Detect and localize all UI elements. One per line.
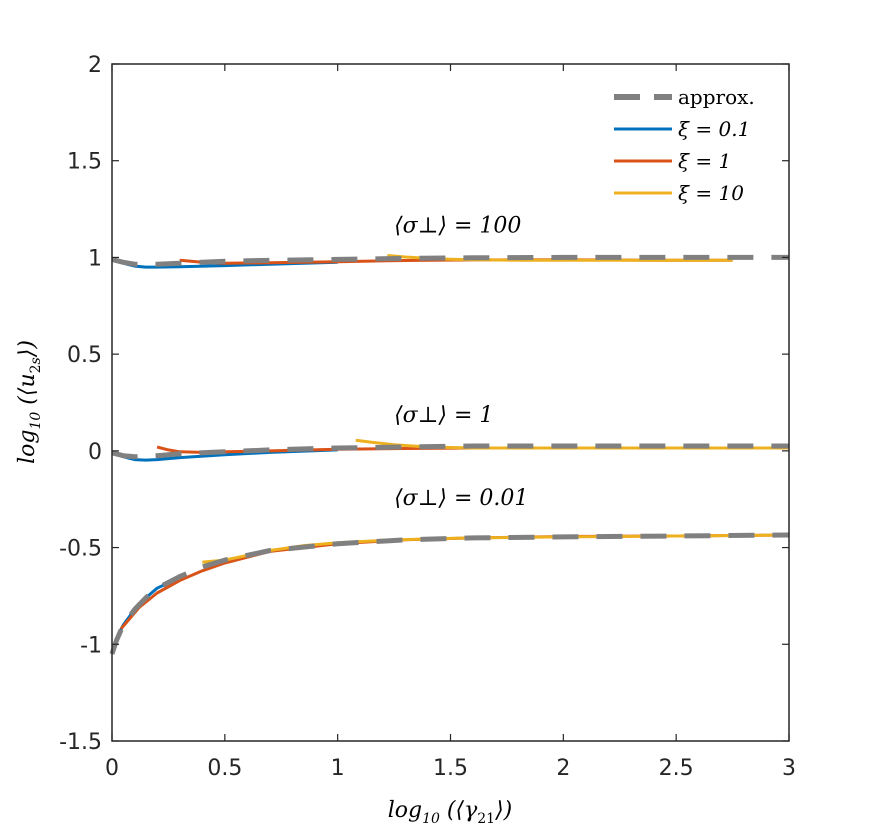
x-tick-label: 1 <box>331 756 345 781</box>
legend-label-0: approx. <box>678 85 755 109</box>
x-tick-label: 0 <box>105 756 119 781</box>
y-tick-label: -0.5 <box>59 537 102 562</box>
annotation-sigma-0: ⟨σ⊥⟩ = 100 <box>394 213 521 238</box>
x-tick-label: 2 <box>556 756 570 781</box>
series-line-approx-1 <box>111 443 789 460</box>
series-line-approx-2 <box>109 532 790 655</box>
svg-text:log10 (⟨γ21⟩): log10 (⟨γ21⟩) <box>388 798 513 827</box>
series-line-xi-10-2 <box>202 533 790 564</box>
x-tick-label: 3 <box>782 756 796 781</box>
y-tick-label: -1 <box>80 633 102 658</box>
series-layer <box>109 254 790 655</box>
legend: approx. ξ = 0.1 ξ = 1 ξ = 10 <box>614 85 755 205</box>
x-tick-label: 1.5 <box>433 756 468 781</box>
legend-label-1: ξ = 0.1 <box>678 117 750 141</box>
y-axis-label: log10 (⟨u2s⟩) <box>15 340 44 464</box>
svg-text:log10 (⟨u2s⟩): log10 (⟨u2s⟩) <box>15 340 44 464</box>
x-axis-label: log10 (⟨γ21⟩) <box>388 798 513 827</box>
y-tick-label: -1.5 <box>59 730 102 755</box>
y-tick-label: 0 <box>88 440 102 465</box>
annotation-layer: ⟨σ⊥⟩ = 100 ⟨σ⊥⟩ = 1 ⟨σ⊥⟩ = 0.01 <box>394 213 528 511</box>
x-tick-label: 2.5 <box>659 756 694 781</box>
legend-label-3: ξ = 10 <box>678 181 744 205</box>
tick-layer: 0 0.5 1 1.5 2 2.5 3 -1.5 -1 -0.5 0 0.5 1 1.5 2 <box>59 53 796 781</box>
y-tick-label: 0.5 <box>67 343 102 368</box>
series-line-xi-10-0 <box>387 254 733 262</box>
y-tick-label: 2 <box>88 53 102 78</box>
series-line-approx-0 <box>111 254 789 267</box>
y-tick-label: 1 <box>88 246 102 271</box>
x-tick-label: 0.5 <box>207 756 242 781</box>
legend-label-2: ξ = 1 <box>678 149 731 173</box>
y-tick-label: 1.5 <box>67 150 102 175</box>
annotation-sigma-1: ⟨σ⊥⟩ = 1 <box>394 403 493 428</box>
annotation-sigma-2: ⟨σ⊥⟩ = 0.01 <box>394 486 528 511</box>
